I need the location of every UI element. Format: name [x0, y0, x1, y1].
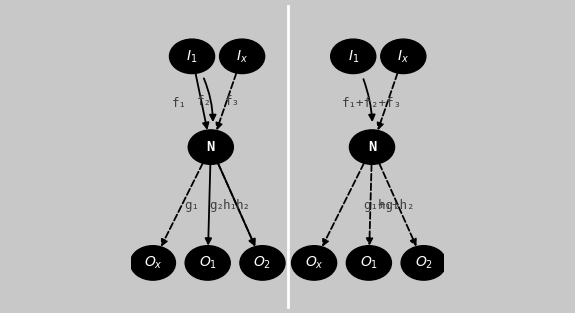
FancyArrowPatch shape — [204, 78, 216, 120]
Ellipse shape — [350, 130, 394, 164]
Ellipse shape — [188, 130, 233, 164]
FancyArrowPatch shape — [206, 164, 211, 244]
Ellipse shape — [346, 246, 392, 280]
Ellipse shape — [170, 39, 214, 74]
Text: N: N — [206, 140, 215, 154]
FancyArrowPatch shape — [367, 164, 373, 244]
Ellipse shape — [292, 246, 336, 280]
FancyArrowPatch shape — [378, 73, 397, 129]
Ellipse shape — [240, 246, 285, 280]
Ellipse shape — [331, 39, 376, 74]
Ellipse shape — [185, 246, 230, 280]
FancyArrowPatch shape — [218, 163, 255, 245]
Ellipse shape — [131, 246, 175, 280]
FancyArrowPatch shape — [363, 79, 375, 120]
Ellipse shape — [220, 39, 264, 74]
Text: $\mathit{I_x}$: $\mathit{I_x}$ — [236, 48, 248, 64]
Text: f₁+f₂+f₃: f₁+f₂+f₃ — [342, 97, 401, 110]
Ellipse shape — [401, 246, 446, 280]
Bar — [134, 6, 286, 307]
Text: $\mathit{O_2}$: $\mathit{O_2}$ — [415, 255, 433, 271]
Text: N: N — [368, 140, 376, 154]
FancyArrowPatch shape — [216, 73, 236, 129]
FancyArrowPatch shape — [218, 163, 255, 245]
Text: h₁+h₂: h₁+h₂ — [378, 198, 415, 212]
Text: $\mathit{O_2}$: $\mathit{O_2}$ — [254, 255, 271, 271]
FancyArrowPatch shape — [323, 163, 364, 245]
Text: g₁+g₂: g₁+g₂ — [363, 198, 401, 212]
Text: $\mathit{I_1}$: $\mathit{I_1}$ — [186, 48, 198, 64]
Text: $\mathit{O_1}$: $\mathit{O_1}$ — [198, 255, 217, 271]
Text: g₂: g₂ — [209, 198, 225, 212]
FancyArrowPatch shape — [380, 163, 416, 245]
Text: $\mathit{I_x}$: $\mathit{I_x}$ — [397, 48, 409, 64]
Text: $\mathit{O_1}$: $\mathit{O_1}$ — [360, 255, 378, 271]
Text: f₁: f₁ — [172, 97, 187, 110]
Text: $\mathit{O_x}$: $\mathit{O_x}$ — [144, 255, 162, 271]
Text: $\mathit{O_x}$: $\mathit{O_x}$ — [305, 255, 324, 271]
Bar — [289, 6, 441, 307]
FancyArrowPatch shape — [196, 73, 209, 128]
FancyArrowPatch shape — [162, 163, 203, 245]
Text: h₁: h₁ — [223, 198, 237, 212]
Text: g₁: g₁ — [185, 198, 200, 212]
Text: f₃: f₃ — [225, 95, 240, 108]
Ellipse shape — [381, 39, 426, 74]
Text: $\mathit{I_1}$: $\mathit{I_1}$ — [347, 48, 359, 64]
Text: f₂: f₂ — [197, 95, 212, 108]
Text: h₂: h₂ — [236, 198, 251, 212]
